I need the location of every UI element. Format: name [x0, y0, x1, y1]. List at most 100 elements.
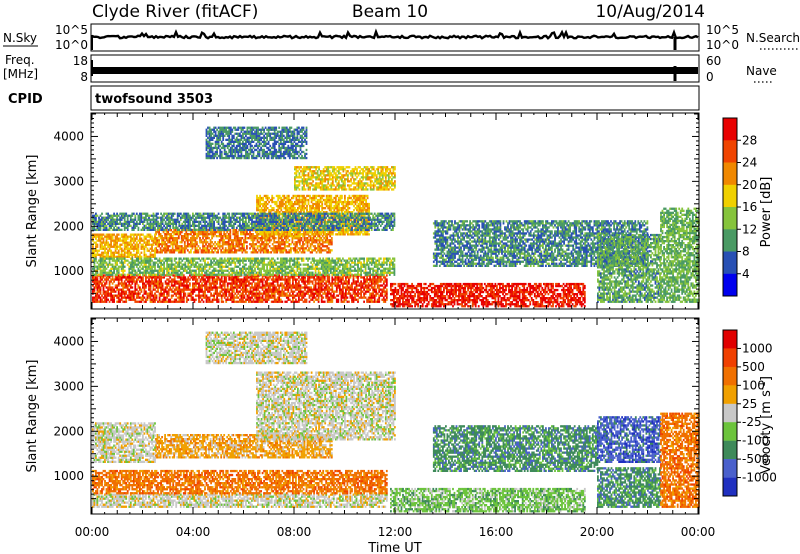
heatmap-cell [244, 297, 246, 299]
heatmap-cell [329, 251, 331, 253]
heatmap-cell [299, 184, 301, 186]
heatmap-cell [242, 293, 244, 295]
heatmap-cell [113, 289, 115, 291]
heatmap-cell [113, 234, 115, 236]
heatmap-cell [236, 282, 238, 284]
heatmap-cell [259, 195, 261, 197]
heatmap-cell [258, 201, 260, 203]
heatmap-cell [373, 166, 375, 168]
heatmap-cell [272, 243, 274, 245]
heatmap-cell [228, 239, 230, 241]
heatmap-cell [326, 233, 328, 235]
heatmap-cell [324, 207, 326, 209]
heatmap-cell [157, 284, 159, 286]
heatmap-cell [324, 301, 326, 303]
heatmap-cell [259, 291, 261, 293]
heatmap-cell [278, 284, 280, 286]
heatmap-cell [187, 243, 189, 245]
heatmap-cell [153, 244, 155, 246]
heatmap-cell [294, 182, 296, 184]
heatmap-cell [344, 207, 346, 209]
heatmap-cell [308, 201, 310, 203]
heatmap-cell [379, 182, 381, 184]
heatmap-cell [249, 231, 251, 233]
heatmap-cell [278, 276, 280, 278]
heatmap-cell [312, 174, 314, 176]
heatmap-cell [292, 241, 294, 243]
heatmap-cell [278, 241, 280, 243]
heatmap-cell [287, 291, 289, 293]
heatmap-cell [118, 284, 120, 286]
heatmap-cell [174, 278, 176, 280]
heatmap-cell [377, 170, 379, 172]
heatmap-cell [144, 297, 146, 299]
heatmap-cell [106, 297, 108, 299]
heatmap-cell [176, 245, 178, 247]
heatmap-cell [219, 247, 221, 249]
heatmap-cell [366, 280, 368, 282]
heatmap-cell [283, 291, 285, 293]
heatmap-cell [125, 282, 127, 284]
heatmap-cell [177, 289, 179, 291]
heatmap-cell [228, 249, 230, 251]
heatmap-cell [386, 280, 388, 282]
heatmap-cell [263, 241, 265, 243]
heatmap-cell [138, 278, 140, 280]
heatmap-cell [328, 280, 330, 282]
heatmap-cell [386, 299, 388, 301]
heatmap-cell [177, 291, 179, 293]
heatmap-cell [157, 241, 159, 243]
heatmap-cell [106, 242, 108, 244]
heatmap-cell [166, 301, 168, 303]
heatmap-cell [136, 234, 138, 236]
noise-left-label: N.Sky [3, 31, 37, 45]
heatmap-cell [158, 231, 160, 233]
heatmap-cell [292, 239, 294, 241]
heatmap-cell [177, 301, 179, 303]
heatmap-cell [184, 249, 186, 251]
heatmap-cell [318, 205, 320, 207]
heatmap-cell [262, 301, 264, 303]
heatmap-cell [356, 286, 358, 288]
heatmap-cell [248, 280, 250, 282]
heatmap-cell [385, 172, 387, 174]
heatmap-cell [329, 172, 331, 174]
heatmap-cell [299, 237, 301, 239]
heatmap-cell [321, 205, 323, 207]
heatmap-cell [339, 293, 341, 295]
heatmap-cell [285, 203, 287, 205]
heatmap-cell [157, 280, 159, 282]
heatmap-cell [344, 168, 346, 170]
heatmap-cell [177, 280, 179, 282]
heatmap-cell [379, 166, 381, 168]
heatmap-cell [338, 182, 340, 184]
heatmap-cell [365, 186, 367, 188]
heatmap-cell [197, 280, 199, 282]
heatmap-cell [184, 295, 186, 297]
heatmap-cell [280, 209, 282, 211]
freq-right-tick-top: 60 [706, 54, 721, 68]
heatmap-cell [259, 293, 261, 295]
heatmap-cell [225, 293, 227, 295]
heatmap-cell [325, 249, 327, 251]
heatmap-cell [221, 291, 223, 293]
heatmap-cell [288, 199, 290, 201]
heatmap-cell [292, 282, 294, 284]
heatmap-cell [157, 237, 159, 239]
heatmap-cell [349, 207, 351, 209]
heatmap-cell [308, 186, 310, 188]
heatmap-cell [318, 182, 320, 184]
heatmap-cell [369, 284, 371, 286]
heatmap-cell [314, 249, 316, 251]
heatmap-cell [386, 293, 388, 295]
heatmap-cell [159, 299, 161, 301]
heatmap-cell [266, 245, 268, 247]
freq-right-tick-bottom: 0 [706, 70, 714, 84]
heatmap-cell [349, 201, 351, 203]
heatmap-cell [332, 174, 334, 176]
heatmap-cell [168, 293, 170, 295]
heatmap-cell [125, 293, 127, 295]
heatmap-cell [127, 252, 129, 254]
heatmap-cell [359, 197, 361, 199]
heatmap-cell [305, 197, 307, 199]
